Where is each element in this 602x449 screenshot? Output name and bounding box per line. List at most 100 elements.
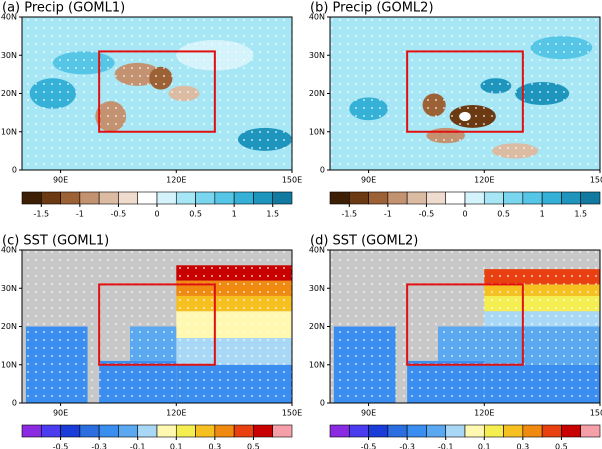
colorbar-swatch [368, 424, 389, 438]
y-tick-label: 40N [1, 246, 17, 255]
region-box [406, 50, 524, 133]
stipple [22, 17, 292, 170]
colorbar-swatch [522, 424, 543, 438]
colorbar-swatch [156, 191, 177, 205]
colorbar-swatch [387, 191, 408, 205]
colorbar-label: -1 [384, 210, 392, 219]
x-tick-label: 90E [361, 409, 376, 418]
y-tick-label: 30N [309, 284, 325, 293]
colorbar-swatch [406, 191, 427, 205]
y-tick-label: 0 [12, 399, 17, 408]
colorbar-swatch [118, 191, 139, 205]
colorbar-label: 0.5 [555, 443, 568, 449]
colorbar-swatch [214, 191, 235, 205]
x-tick-label: 120E [474, 176, 494, 185]
stipple [22, 250, 292, 403]
x-tick-label: 120E [166, 176, 186, 185]
colorbar-swatch [60, 424, 81, 438]
x-tick-label: 150E [590, 409, 602, 418]
colorbar-label: 1.5 [266, 210, 279, 219]
y-tick-label: 20N [1, 89, 17, 98]
colorbar-swatch [21, 424, 42, 438]
colorbar-swatch [253, 191, 274, 205]
colorbar-swatch [175, 424, 196, 438]
colorbar-swatch [464, 191, 485, 205]
colorbar-label: -1 [76, 210, 84, 219]
panel-title: (a) Precip (GOML1) [2, 1, 125, 16]
colorbar-swatch [253, 424, 274, 438]
map-field [330, 250, 600, 403]
y-tick-label: 0 [12, 166, 17, 175]
colorbar-swatch [79, 191, 100, 205]
colorbar-swatch [118, 424, 139, 438]
y-tick-label: 40N [1, 13, 17, 22]
y-tick-label: 10N [1, 127, 17, 136]
colorbar-swatch [329, 424, 350, 438]
colorbar-swatch [368, 191, 389, 205]
colorbar-swatch [348, 191, 369, 205]
colorbar-label: 0.1 [478, 443, 491, 449]
colorbar-swatch [406, 424, 427, 438]
panel-title: (c) SST (GOML1) [2, 234, 109, 249]
y-tick-label: 20N [309, 89, 325, 98]
colorbar-swatch [348, 424, 369, 438]
colorbar-label: -0.3 [91, 443, 107, 449]
colorbar-label: -0.5 [53, 443, 69, 449]
colorbar-swatch [40, 424, 61, 438]
colorbar-swatch [503, 424, 524, 438]
colorbar-label: 0.3 [208, 443, 221, 449]
colorbar-swatch [272, 191, 293, 205]
region-box [406, 283, 524, 366]
y-tick-label: 20N [1, 322, 17, 331]
colorbar-swatch [156, 424, 177, 438]
colorbar-label: 1 [232, 210, 237, 219]
x-tick-label: 150E [282, 176, 302, 185]
colorbar-swatch [522, 191, 543, 205]
y-tick-label: 40N [309, 13, 325, 22]
colorbar-swatch [60, 191, 81, 205]
colorbar-label: -0.1 [438, 443, 454, 449]
colorbar-swatch [503, 191, 524, 205]
panel-title: (d) SST (GOML2) [310, 234, 418, 249]
map-field [22, 17, 292, 170]
colorbar-swatch [98, 191, 119, 205]
colorbar-swatch [98, 424, 119, 438]
colorbar-swatch [195, 191, 216, 205]
colorbar-label: 1 [540, 210, 545, 219]
colorbar-label: -0.5 [361, 443, 377, 449]
colorbar-swatch [561, 424, 582, 438]
y-tick-label: 0 [320, 166, 325, 175]
colorbar-swatch [21, 191, 42, 205]
y-tick-label: 30N [1, 284, 17, 293]
colorbar-swatch [79, 424, 100, 438]
colorbar-swatch [214, 424, 235, 438]
x-tick-label: 90E [361, 176, 376, 185]
y-tick-label: 40N [309, 246, 325, 255]
map-field [22, 250, 292, 403]
colorbar-swatch [329, 191, 350, 205]
panel-title: (b) Precip (GOML2) [310, 1, 434, 16]
x-tick-label: 120E [166, 409, 186, 418]
x-tick-label: 90E [53, 409, 68, 418]
colorbar-swatch [195, 424, 216, 438]
colorbar-swatch [426, 191, 447, 205]
colorbar-label: -1.5 [33, 210, 49, 219]
colorbar-label: 0.1 [170, 443, 183, 449]
colorbar-swatch [561, 191, 582, 205]
x-tick-label: 150E [590, 176, 602, 185]
colorbar-swatch [445, 191, 466, 205]
colorbar-label: -0.5 [419, 210, 435, 219]
x-tick-label: 120E [474, 409, 494, 418]
region-box [98, 50, 216, 133]
colorbar-swatch [426, 424, 447, 438]
colorbar-label: 1.5 [574, 210, 587, 219]
colorbar-swatch [445, 424, 466, 438]
y-tick-label: 0 [320, 399, 325, 408]
colorbar-swatch [580, 191, 601, 205]
colorbar-swatch [541, 191, 562, 205]
colorbar-label: 0.5 [497, 210, 510, 219]
region-box [98, 283, 216, 366]
y-tick-label: 30N [309, 51, 325, 60]
colorbar-swatch [541, 424, 562, 438]
colorbar-label: 0 [462, 210, 467, 219]
